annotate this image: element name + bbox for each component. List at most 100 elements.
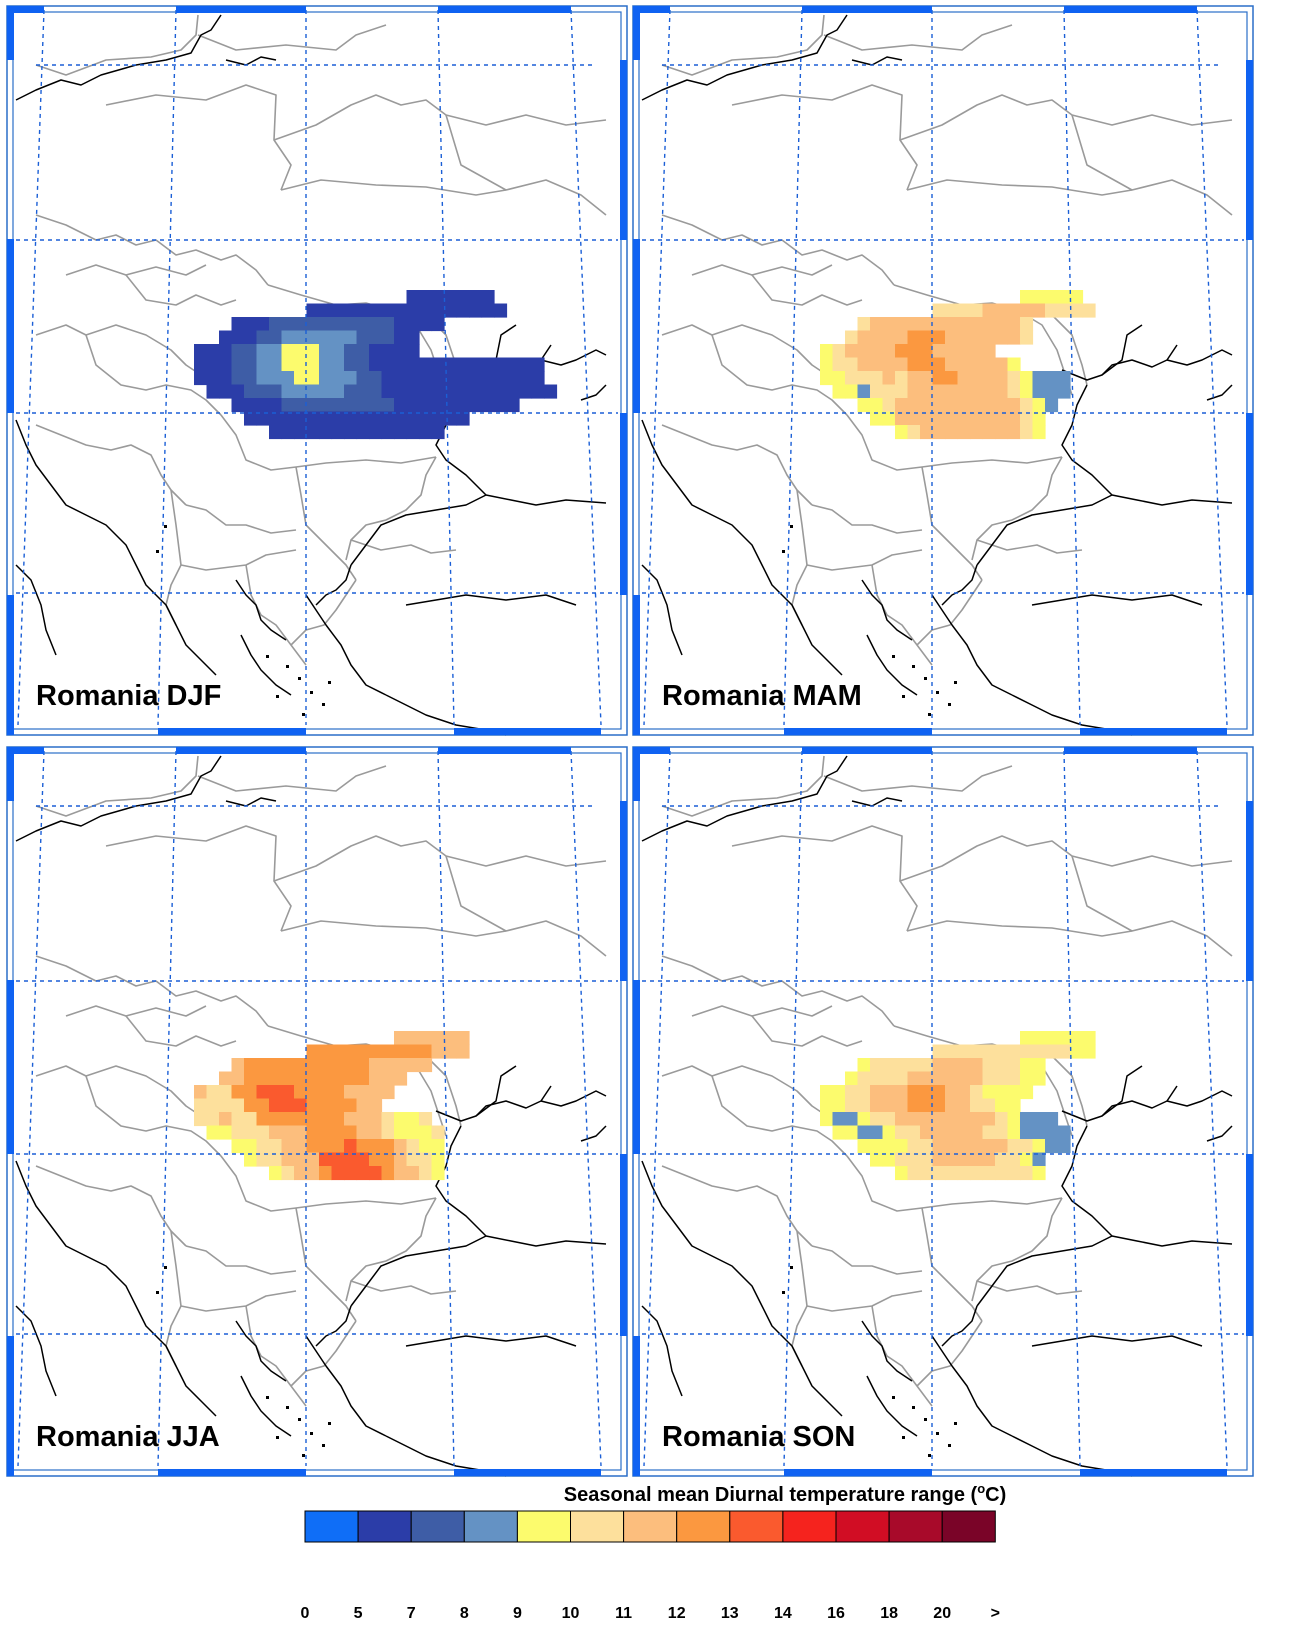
field-cell bbox=[982, 1071, 996, 1086]
field-cell bbox=[907, 371, 921, 386]
field-cell bbox=[920, 411, 934, 426]
field-cell bbox=[920, 1058, 934, 1073]
field-cell bbox=[895, 344, 909, 359]
field-cell bbox=[381, 1125, 395, 1140]
field-cell bbox=[406, 303, 420, 318]
field-cell bbox=[231, 317, 245, 332]
field-cell bbox=[331, 357, 345, 372]
field-cell bbox=[481, 384, 495, 399]
field-cell bbox=[344, 317, 358, 332]
field-cell bbox=[256, 317, 270, 332]
field-cell bbox=[945, 1125, 959, 1140]
field-cell bbox=[920, 357, 934, 372]
field-cell bbox=[369, 1044, 383, 1059]
field-cell bbox=[269, 1152, 283, 1167]
field-cell bbox=[820, 344, 834, 359]
field-cell bbox=[431, 317, 445, 332]
field-cell bbox=[269, 1098, 283, 1113]
field-cell bbox=[845, 1098, 859, 1113]
colorbar-tick-label: 11 bbox=[615, 1605, 632, 1622]
field-cell bbox=[381, 317, 395, 332]
field-cell bbox=[895, 1139, 909, 1154]
field-cell bbox=[982, 425, 996, 440]
colorbar-box bbox=[941, 1510, 996, 1543]
field-cell bbox=[406, 290, 420, 305]
field-cell bbox=[256, 398, 270, 413]
field-cell bbox=[857, 1071, 871, 1086]
field-cell bbox=[995, 411, 1009, 426]
field-cell bbox=[970, 1139, 984, 1154]
field-cell bbox=[456, 357, 470, 372]
temperature-field bbox=[820, 290, 1096, 440]
field-cell bbox=[319, 1044, 333, 1059]
field-cell bbox=[531, 371, 545, 386]
field-cell bbox=[870, 384, 884, 399]
field-cell bbox=[1045, 303, 1059, 318]
field-cell bbox=[381, 384, 395, 399]
field-cell bbox=[506, 357, 520, 372]
field-cell bbox=[1007, 330, 1021, 345]
field-cell bbox=[857, 1112, 871, 1127]
field-cell bbox=[369, 371, 383, 386]
field-cell bbox=[995, 371, 1009, 386]
field-cell bbox=[1007, 1112, 1021, 1127]
field-cell bbox=[907, 425, 921, 440]
field-cell bbox=[845, 371, 859, 386]
field-cell bbox=[1020, 1112, 1034, 1127]
field-cell bbox=[1057, 384, 1071, 399]
field-cell bbox=[319, 317, 333, 332]
field-cell bbox=[206, 357, 220, 372]
field-cell bbox=[832, 1125, 846, 1140]
colorbar-box bbox=[463, 1510, 518, 1543]
field-cell bbox=[369, 1071, 383, 1086]
field-cell bbox=[444, 398, 458, 413]
field-cell bbox=[1007, 1071, 1021, 1086]
field-cell bbox=[356, 1044, 370, 1059]
field-cell bbox=[356, 1071, 370, 1086]
field-cell bbox=[331, 425, 345, 440]
field-cell bbox=[219, 357, 233, 372]
field-cell bbox=[970, 1085, 984, 1100]
field-cell bbox=[406, 330, 420, 345]
field-cell bbox=[945, 1139, 959, 1154]
colorbar-box bbox=[410, 1510, 465, 1543]
field-cell bbox=[431, 425, 445, 440]
field-cell bbox=[820, 1098, 834, 1113]
field-cell bbox=[431, 1166, 445, 1181]
field-cell bbox=[845, 384, 859, 399]
field-cell bbox=[1007, 425, 1021, 440]
field-cell bbox=[907, 398, 921, 413]
field-cell bbox=[995, 330, 1009, 345]
field-cell bbox=[419, 411, 433, 426]
field-cell bbox=[344, 1071, 358, 1086]
field-cell bbox=[1032, 371, 1046, 386]
field-cell bbox=[294, 1058, 308, 1073]
field-cell bbox=[419, 371, 433, 386]
field-cell bbox=[882, 317, 896, 332]
field-cell bbox=[870, 357, 884, 372]
field-cell bbox=[356, 1112, 370, 1127]
field-cell bbox=[231, 1058, 245, 1073]
field-cell bbox=[256, 1139, 270, 1154]
field-cell bbox=[845, 1085, 859, 1100]
field-cell bbox=[381, 411, 395, 426]
field-cell bbox=[995, 1125, 1009, 1140]
field-cell bbox=[1032, 1166, 1046, 1181]
field-cell bbox=[895, 1098, 909, 1113]
field-cell bbox=[857, 1098, 871, 1113]
map-panel-son: Romania SON bbox=[632, 746, 1254, 1477]
field-cell bbox=[219, 330, 233, 345]
field-cell bbox=[1020, 1031, 1034, 1046]
field-cell bbox=[995, 1139, 1009, 1154]
field-cell bbox=[882, 1125, 896, 1140]
field-cell bbox=[832, 384, 846, 399]
field-cell bbox=[381, 425, 395, 440]
field-cell bbox=[1032, 1071, 1046, 1086]
field-cell bbox=[306, 1139, 320, 1154]
field-cell bbox=[269, 330, 283, 345]
field-cell bbox=[845, 1071, 859, 1086]
field-cell bbox=[1020, 384, 1034, 399]
field-cell bbox=[932, 1098, 946, 1113]
field-cell bbox=[870, 330, 884, 345]
field-cell bbox=[381, 1166, 395, 1181]
